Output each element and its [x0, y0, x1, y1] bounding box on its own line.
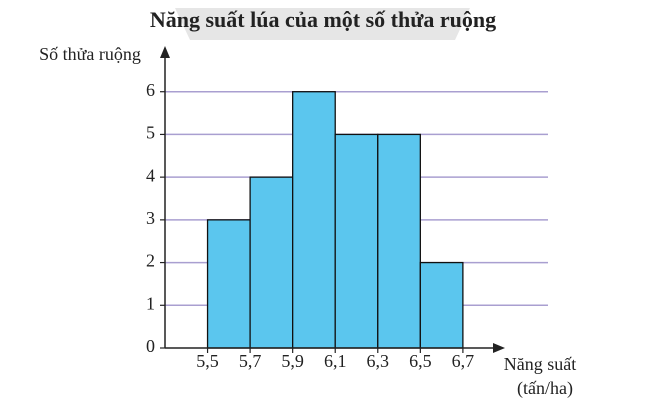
bar — [419, 261, 464, 349]
y-axis-arrow — [160, 46, 170, 58]
x-tick-label: 5,7 — [239, 351, 262, 371]
x-tick-label: 6,7 — [452, 351, 475, 371]
y-tick-label: 3 — [146, 208, 155, 228]
y-tick-label: 0 — [146, 336, 155, 356]
bar — [377, 133, 421, 349]
x-tick-label: 5,9 — [281, 351, 304, 371]
y-tick-label: 6 — [146, 80, 155, 100]
x-tick-label: 6,5 — [409, 351, 432, 371]
x-axis-arrow — [493, 343, 505, 353]
bar — [292, 91, 336, 349]
y-axis-label: Số thửa ruộng — [39, 44, 141, 64]
bar — [206, 219, 251, 349]
x-tick-label: 6,3 — [367, 351, 390, 371]
x-tick-label: 5,5 — [196, 351, 219, 371]
y-tick-label: 1 — [146, 293, 155, 313]
y-tick-label: 2 — [146, 251, 155, 271]
chart-title: Năng suất lúa của một số thửa ruộng — [150, 7, 496, 32]
x-tick-label: 6,1 — [324, 351, 347, 371]
x-axis-label-unit: (tấn/ha) — [517, 378, 573, 399]
bar — [249, 176, 294, 349]
title-backdrop — [175, 8, 470, 40]
x-axis-label: Năng suất — [504, 354, 576, 374]
y-tick-label: 5 — [146, 123, 155, 143]
bar — [334, 133, 379, 349]
y-tick-label: 4 — [146, 165, 155, 185]
